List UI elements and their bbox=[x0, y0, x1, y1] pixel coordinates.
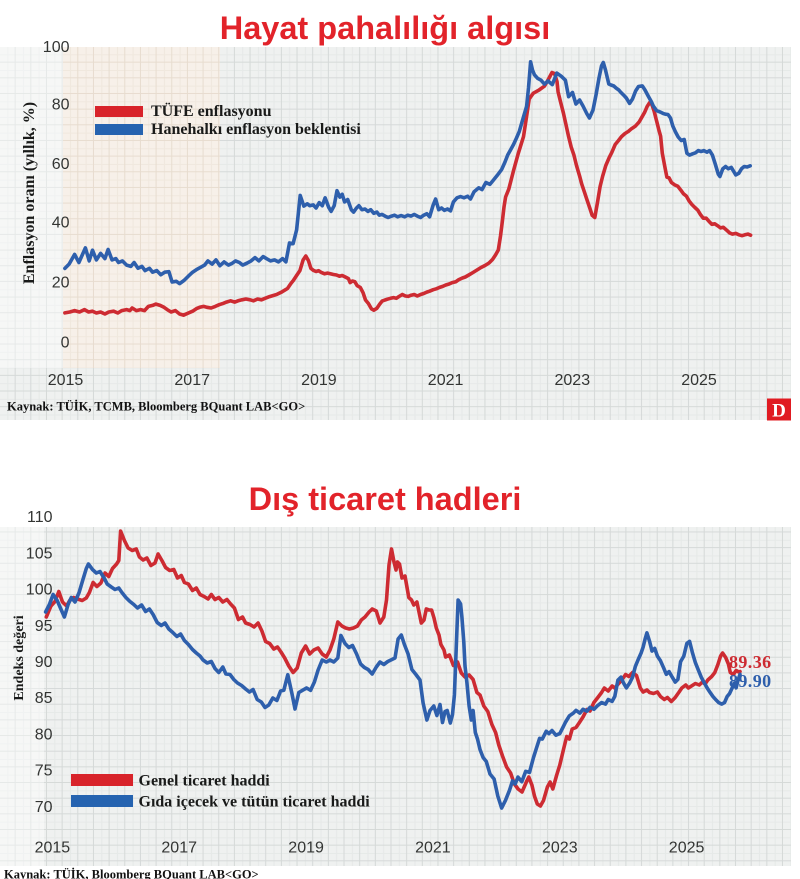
svg-text:89.36: 89.36 bbox=[729, 652, 772, 672]
svg-text:2021: 2021 bbox=[415, 840, 451, 857]
svg-text:75: 75 bbox=[35, 763, 53, 780]
svg-text:80: 80 bbox=[52, 97, 70, 114]
svg-text:100: 100 bbox=[26, 582, 53, 599]
svg-text:110: 110 bbox=[27, 509, 53, 526]
svg-text:TÜFE enflasyonu: TÜFE enflasyonu bbox=[151, 102, 272, 120]
svg-text:2023: 2023 bbox=[542, 840, 578, 857]
svg-text:70: 70 bbox=[35, 799, 53, 816]
svg-text:2015: 2015 bbox=[35, 840, 71, 857]
svg-text:Kaynak: TÜİK, TCMB, Bloomberg: Kaynak: TÜİK, TCMB, Bloomberg BQuant LAB… bbox=[7, 400, 305, 414]
svg-text:80: 80 bbox=[35, 726, 53, 743]
svg-text:90: 90 bbox=[35, 654, 53, 671]
svg-text:2015: 2015 bbox=[48, 372, 84, 389]
svg-text:Kaynak: TÜİK, Bloomberg BQuant: Kaynak: TÜİK, Bloomberg BQuant LAB<GO> bbox=[4, 868, 259, 879]
svg-text:85: 85 bbox=[35, 690, 53, 707]
svg-text:Enflasyon oranı (yıllık, %): Enflasyon oranı (yıllık, %) bbox=[21, 102, 38, 284]
svg-text:105: 105 bbox=[26, 545, 53, 562]
svg-text:Dış ticaret hadleri: Dış ticaret hadleri bbox=[249, 481, 522, 517]
svg-text:0: 0 bbox=[61, 335, 70, 352]
svg-text:D: D bbox=[772, 401, 786, 422]
svg-text:Gıda içecek ve tütün ticaret h: Gıda içecek ve tütün ticaret haddi bbox=[139, 794, 371, 811]
svg-text:Hayat pahalılığı algısı: Hayat pahalılığı algısı bbox=[220, 10, 551, 46]
svg-text:2025: 2025 bbox=[681, 372, 717, 389]
svg-text:Genel ticaret haddi: Genel ticaret haddi bbox=[139, 773, 271, 790]
svg-text:Hanehalkı enflasyon beklentisi: Hanehalkı enflasyon beklentisi bbox=[151, 121, 361, 138]
svg-text:2019: 2019 bbox=[288, 840, 324, 857]
svg-text:89.90: 89.90 bbox=[729, 671, 772, 691]
svg-text:2017: 2017 bbox=[161, 840, 197, 857]
svg-text:2021: 2021 bbox=[428, 372, 464, 389]
svg-text:20: 20 bbox=[52, 274, 70, 291]
svg-text:2025: 2025 bbox=[669, 840, 705, 857]
svg-text:2017: 2017 bbox=[174, 372, 210, 389]
svg-text:2023: 2023 bbox=[555, 372, 591, 389]
svg-text:40: 40 bbox=[52, 214, 70, 231]
svg-text:Endeks değeri: Endeks değeri bbox=[12, 615, 27, 700]
svg-text:60: 60 bbox=[52, 156, 70, 173]
svg-text:100: 100 bbox=[43, 39, 70, 56]
svg-text:95: 95 bbox=[35, 618, 53, 635]
svg-text:2019: 2019 bbox=[301, 372, 337, 389]
